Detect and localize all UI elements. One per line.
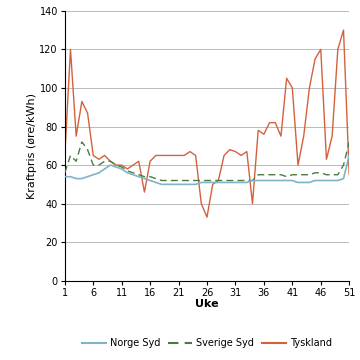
Legend: Norge Syd, Sverige Syd, Tyskland: Norge Syd, Sverige Syd, Tyskland <box>78 334 336 352</box>
Y-axis label: Kraftpris (øre/kWh): Kraftpris (øre/kWh) <box>27 93 37 199</box>
X-axis label: Uke: Uke <box>195 299 219 309</box>
